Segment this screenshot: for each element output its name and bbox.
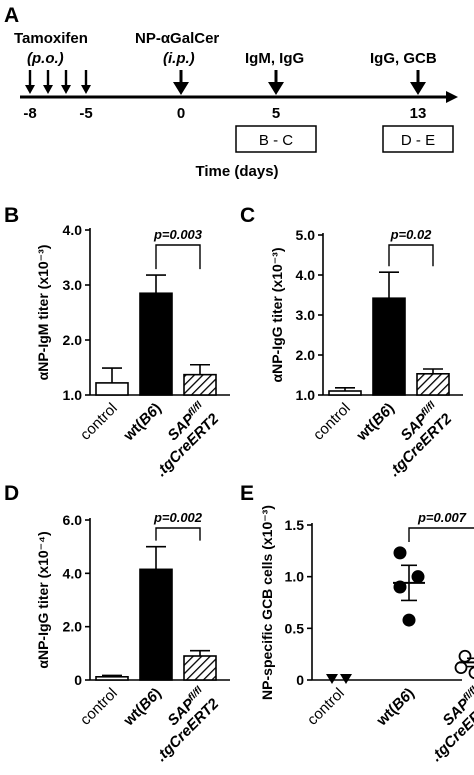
- y-tick-label-1: 2.0: [63, 332, 83, 348]
- x-tick-label-1: wt(B6): [353, 400, 398, 445]
- bar-1: [139, 292, 173, 396]
- point-wt-3: [402, 613, 416, 627]
- arrow-day-minus7: [43, 70, 53, 94]
- x-tick-label-0: control: [77, 400, 121, 444]
- chart-e: 0 0.5 1.0 1.5 NP-specific GCB cells (x10⁻³) c…: [259, 505, 474, 765]
- box-d-e: [382, 125, 454, 153]
- point-sap-4: [468, 666, 474, 680]
- point-wt-0: [393, 546, 407, 560]
- x-tick-label-1: wt(B6): [373, 685, 418, 730]
- tamoxifen-label: Tamoxifen: [14, 30, 88, 47]
- point-sap-2: [454, 661, 468, 674]
- y-tick-label-0: 0: [74, 672, 82, 688]
- y-axis-label: αNP-IgG titer (x10⁻⁴): [35, 531, 51, 668]
- tick-day-5: 5: [272, 105, 280, 122]
- y-tick-label-0: 1.0: [296, 387, 316, 403]
- chart-c: 1.0 2.0 3.0 4.0 5.0 αNP-IgG titer (x10⁻³) cont…: [269, 227, 463, 480]
- significance-bracket: [155, 244, 201, 270]
- x-tick-label-0: control: [304, 685, 348, 729]
- box-b-c-label: B - C: [259, 132, 293, 149]
- point-control-1: [340, 673, 352, 684]
- timeline-axis-title: Time (days): [195, 163, 278, 180]
- significance-bracket: [388, 244, 434, 267]
- y-axis-label: αNP-IgG titer (x10⁻³): [269, 247, 285, 382]
- panel-letter-b: B: [4, 204, 19, 227]
- p-value-label: p=0.002: [153, 510, 203, 525]
- x-tick-label-1: wt(B6): [120, 400, 165, 445]
- bar-2: [183, 373, 217, 396]
- tick-day-minus5: -5: [79, 105, 92, 122]
- significance-bracket: [155, 527, 201, 541]
- bar-2: [416, 372, 450, 396]
- tick-day-13: 13: [410, 105, 427, 122]
- bar-0: [95, 675, 129, 681]
- p-value-label: p=0.02: [390, 227, 433, 242]
- x-tick-label-2: SAPfl/fl.tgCreERT2: [415, 683, 474, 765]
- y-tick-label-3: 1.5: [285, 517, 305, 533]
- y-tick-label-1: 2.0: [63, 619, 83, 635]
- x-tick-label-1: wt(B6): [120, 685, 165, 730]
- p-value-label: p=0.007: [417, 510, 467, 525]
- arrow-day-minus6: [61, 70, 71, 94]
- y-tick-label-2: 4.0: [63, 565, 83, 581]
- arrow-day-5: [268, 70, 284, 95]
- bar-0: [95, 382, 129, 396]
- y-tick-label-2: 1.0: [285, 569, 305, 585]
- chart-d: 0 2.0 4.0 6.0 αNP-IgG titer (x10⁻⁴) control wt…: [35, 510, 230, 765]
- arrow-day-13: [410, 70, 426, 95]
- timeline-arrowhead: [446, 91, 458, 103]
- y-axis-label: NP-specific GCB cells (x10⁻³): [259, 505, 275, 700]
- y-tick-label-0: 1.0: [63, 387, 83, 403]
- day13-readout-label: IgG, GCB: [370, 50, 437, 67]
- y-axis-label: αNP-IgM titer (x10⁻³): [35, 245, 51, 381]
- bar-1: [139, 568, 173, 681]
- y-tick-label-2: 3.0: [296, 307, 316, 323]
- arrow-day-minus8: [25, 70, 35, 94]
- timeline-panel: Tamoxifen (p.o.) NP-αGalCer (i.p.) IgM, …: [14, 30, 458, 180]
- significance-bracket: [408, 527, 474, 542]
- tamoxifen-route: (p.o.): [27, 50, 64, 67]
- bar-0: [328, 390, 362, 396]
- panel-letter-a: A: [4, 4, 19, 27]
- panel-letter-e: E: [240, 482, 254, 505]
- y-tick-label-1: 2.0: [296, 347, 316, 363]
- bar-2: [183, 655, 217, 681]
- p-value-label: p=0.003: [153, 227, 203, 242]
- point-sap-0: [458, 649, 472, 663]
- tick-day-minus8: -8: [23, 105, 36, 122]
- x-tick-label-0: control: [77, 685, 121, 729]
- arrow-day-0: [173, 70, 189, 95]
- y-tick-label-2: 3.0: [63, 277, 83, 293]
- point-wt-1: [411, 570, 425, 584]
- y-tick-label-0: 0: [296, 672, 304, 688]
- day5-readout-label: IgM, IgG: [245, 50, 304, 67]
- tick-day-0: 0: [177, 105, 185, 122]
- y-tick-label-3: 4.0: [296, 267, 316, 283]
- point-control-0: [326, 673, 338, 684]
- panel-letter-d: D: [4, 482, 19, 505]
- bar-1: [372, 297, 406, 396]
- y-tick-label-1: 0.5: [285, 620, 305, 636]
- box-d-e-label: D - E: [401, 132, 435, 149]
- np-galcer-route: (i.p.): [163, 50, 195, 67]
- x-tick-label-0: control: [310, 400, 354, 444]
- y-tick-label-4: 5.0: [296, 227, 316, 243]
- chart-b: 1.0 2.0 3.0 4.0 αNP-IgM titer (x10⁻³) control…: [35, 222, 230, 480]
- y-tick-label-3: 6.0: [63, 512, 83, 528]
- np-galcer-label: NP-αGalCer: [135, 30, 219, 47]
- panel-letter-c: C: [240, 204, 255, 227]
- box-b-c: [235, 125, 317, 153]
- y-tick-label-3: 4.0: [63, 222, 83, 238]
- arrow-day-minus5: [81, 70, 91, 94]
